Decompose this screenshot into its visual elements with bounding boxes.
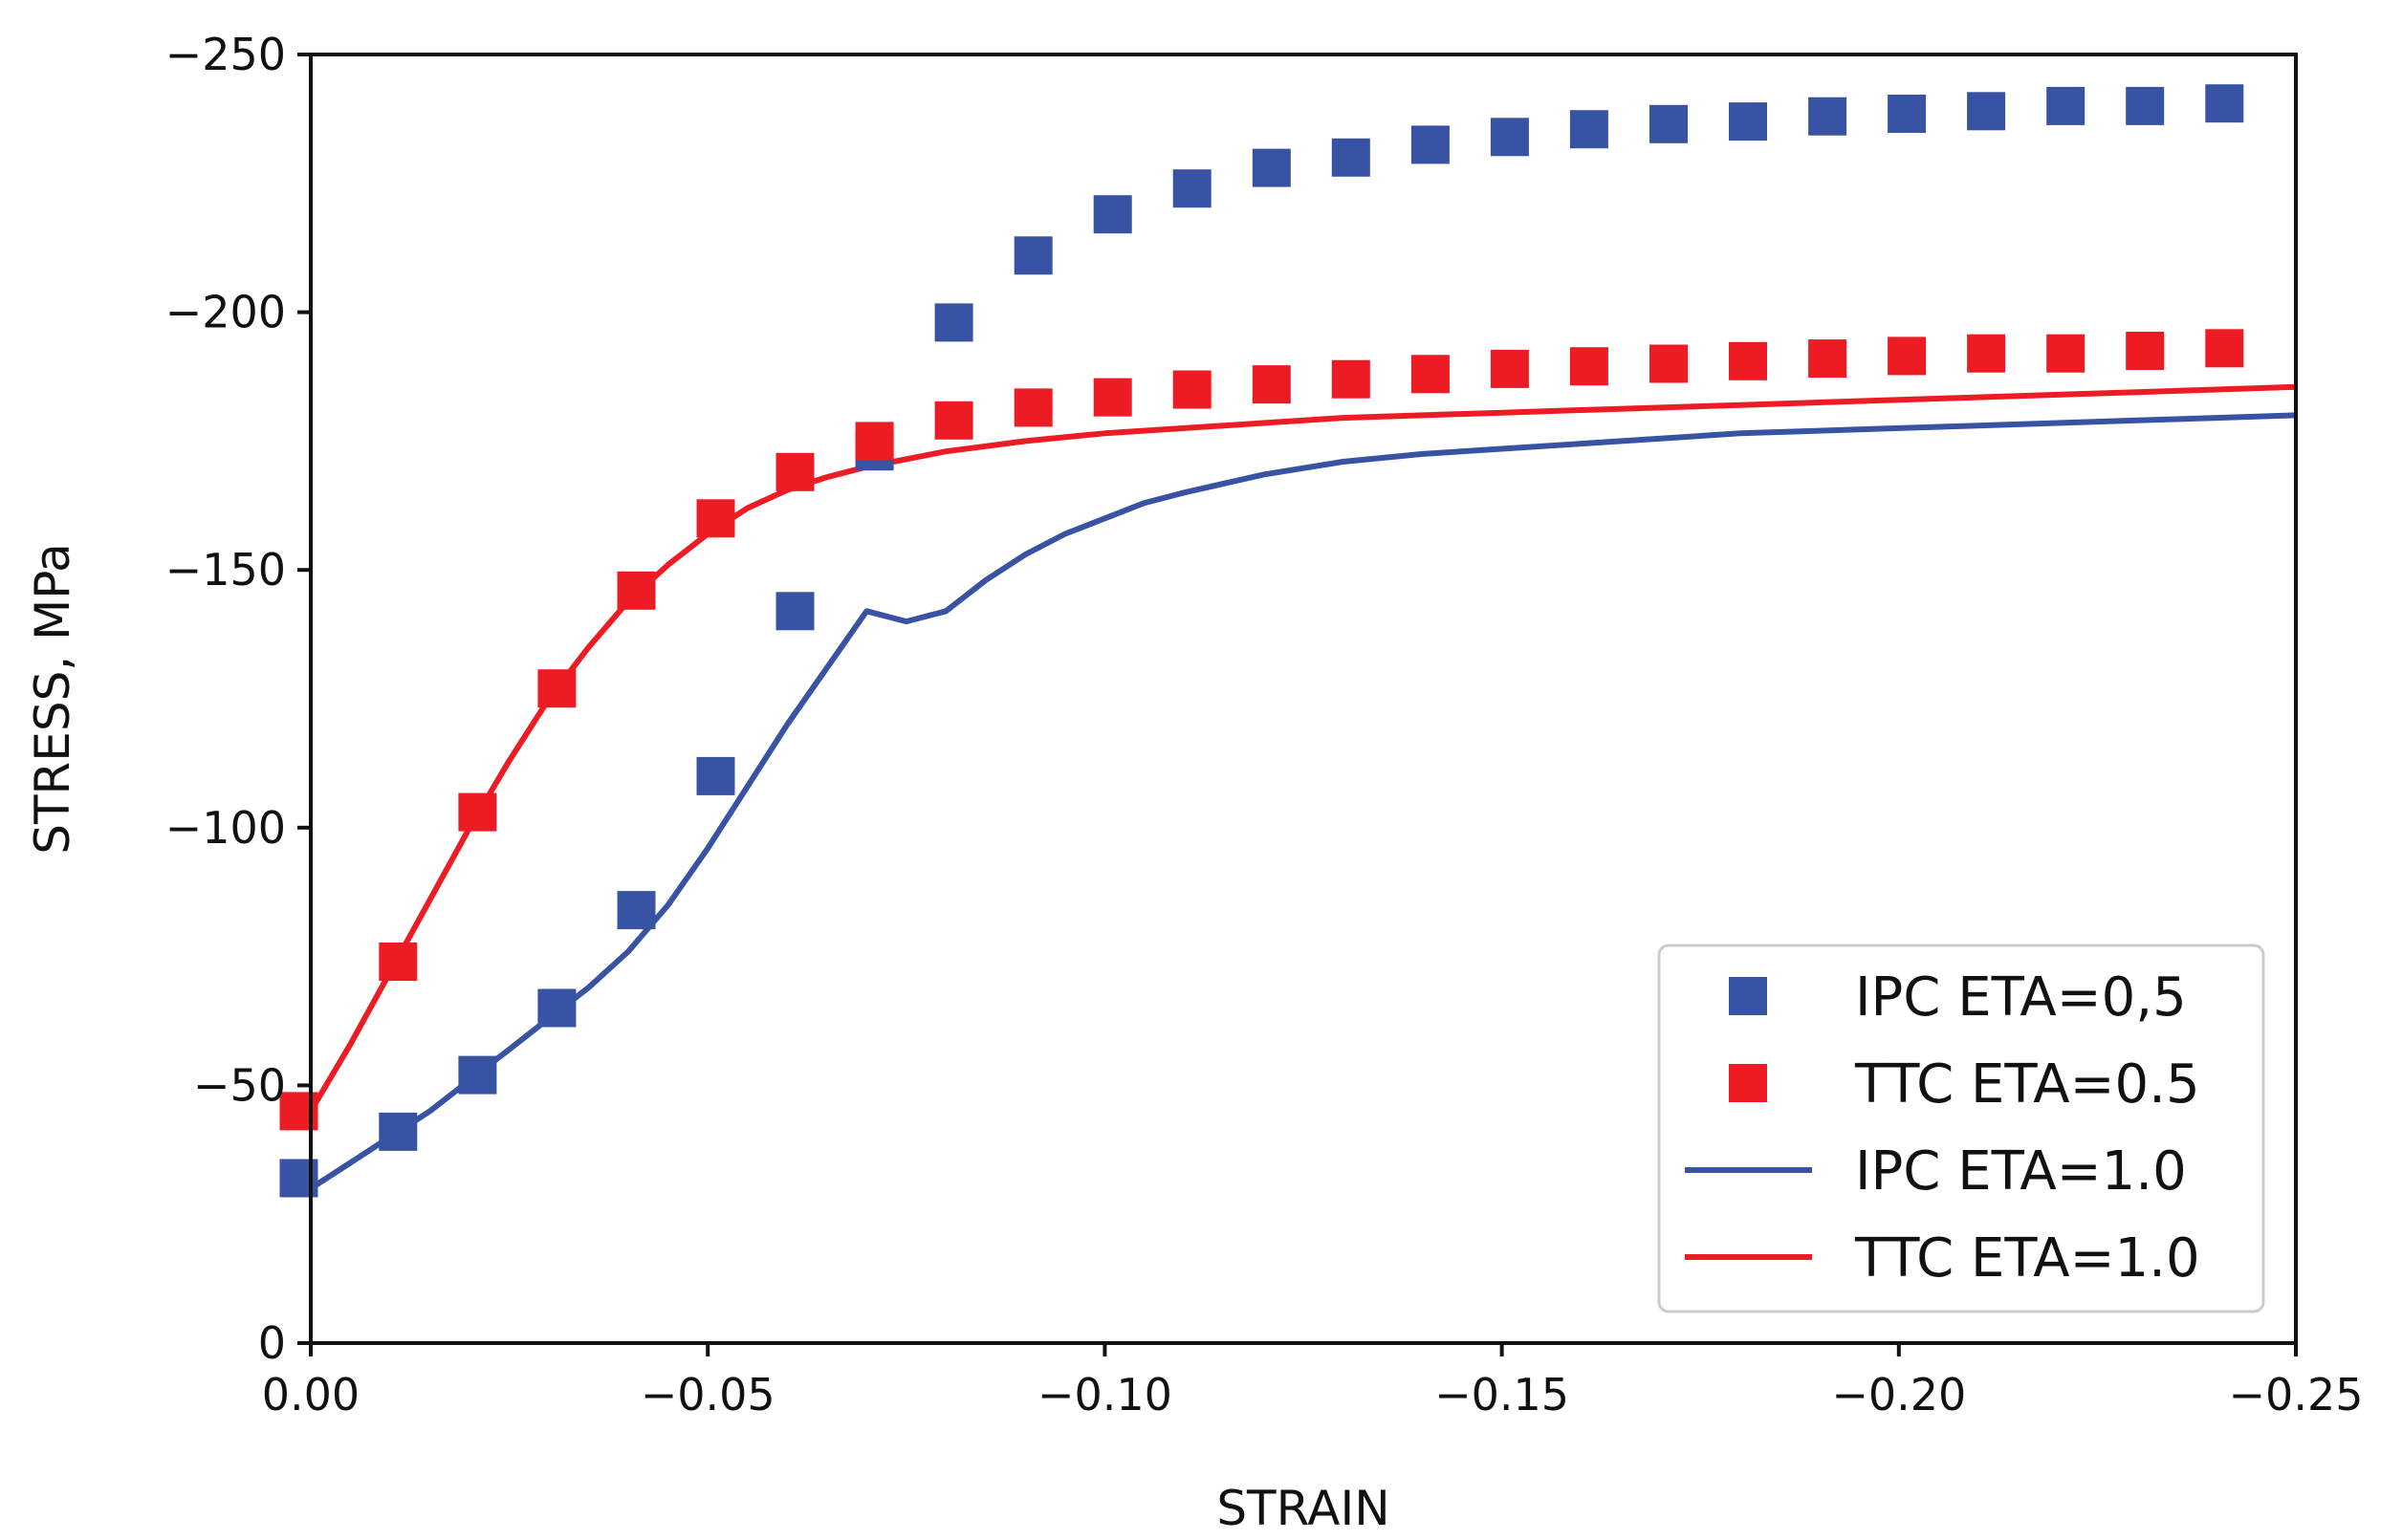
plot-marks — [279, 84, 2296, 1198]
legend-label: IPC ETA=0,5 — [1855, 966, 2187, 1029]
data-point-ttc-eta-0-5 — [1093, 378, 1132, 417]
y-tick-label: −100 — [165, 802, 286, 854]
data-point-ipc-eta-0-5 — [934, 303, 973, 342]
data-point-ttc-eta-0-5 — [458, 792, 497, 832]
legend-swatch — [1729, 977, 1767, 1015]
marker-series-group — [279, 84, 2244, 1198]
y-axis-label: STRESS, MPa — [25, 543, 80, 855]
y-tick-label: 0 — [258, 1317, 286, 1369]
legend-label: IPC ETA=1.0 — [1855, 1140, 2187, 1203]
legend-box — [1657, 944, 2265, 1313]
data-point-ipc-eta-0-5 — [379, 1112, 418, 1151]
series-line-ttc-eta-1-0 — [308, 383, 2296, 1115]
x-axis: 0.00 −0.05 −0.10 −0.15 −0.20 −0.25 — [262, 1343, 2364, 1421]
plot-frame — [309, 53, 2298, 1345]
data-point-ttc-eta-0-5 — [1649, 344, 1688, 383]
y-axis: 0 −50 −100 −150 −200 −250 — [165, 29, 311, 1369]
data-point-ttc-eta-0-5 — [2126, 332, 2165, 370]
data-point-ipc-eta-0-5 — [1172, 169, 1212, 208]
y-tick-label: −150 — [165, 544, 286, 596]
data-point-ipc-eta-0-5 — [2205, 84, 2244, 123]
x-tick-label: −0.05 — [641, 1369, 775, 1421]
data-point-ipc-eta-0-5 — [2046, 86, 2085, 125]
data-point-ipc-eta-0-5 — [1490, 118, 1529, 157]
x-tick-label: 0.00 — [262, 1369, 360, 1421]
data-point-ttc-eta-0-5 — [934, 401, 973, 440]
data-point-ttc-eta-0-5 — [379, 943, 418, 981]
data-point-ttc-eta-0-5 — [1252, 365, 1291, 404]
x-tick-label: −0.25 — [2229, 1369, 2364, 1421]
data-point-ipc-eta-0-5 — [696, 756, 735, 795]
data-point-ipc-eta-0-5 — [1410, 125, 1450, 164]
data-point-ttc-eta-0-5 — [696, 499, 735, 538]
data-point-ttc-eta-0-5 — [537, 669, 577, 708]
legend-entries: IPC ETA=0,5 TTC ETA=0.5 IPC ETA=1.0 TTC ETA… — [1685, 966, 2200, 1290]
legend: IPC ETA=0,5 TTC ETA=0.5 IPC ETA=1.0 TTC ETA… — [1657, 944, 2265, 1313]
data-point-ipc-eta-0-5 — [1808, 97, 1847, 136]
data-point-ttc-eta-0-5 — [1967, 334, 2006, 373]
y-tick-label: −250 — [165, 29, 286, 80]
data-point-ttc-eta-0-5 — [775, 452, 815, 491]
data-point-ipc-eta-0-5 — [1649, 104, 1688, 143]
data-point-ttc-eta-0-5 — [2205, 329, 2244, 368]
data-point-ipc-eta-0-5 — [775, 592, 815, 631]
x-tick-label: −0.15 — [1434, 1369, 1569, 1421]
data-point-ipc-eta-0-5 — [1967, 92, 2006, 131]
y-tick-label: −200 — [165, 287, 286, 338]
data-point-ipc-eta-0-5 — [1569, 110, 1608, 149]
data-point-ipc-eta-0-5 — [1252, 148, 1291, 187]
data-point-ipc-eta-0-5 — [458, 1055, 497, 1095]
y-tick-label: −50 — [193, 1059, 286, 1111]
x-tick-label: −0.10 — [1037, 1369, 1172, 1421]
data-point-ttc-eta-0-5 — [1888, 336, 1927, 376]
data-point-ipc-eta-0-5 — [1729, 102, 1767, 141]
data-point-ttc-eta-0-5 — [1172, 370, 1212, 409]
data-point-ttc-eta-0-5 — [617, 571, 656, 610]
data-point-ipc-eta-0-5 — [617, 891, 656, 930]
legend-label: TTC ETA=0.5 — [1854, 1053, 2200, 1116]
data-point-ttc-eta-0-5 — [855, 422, 894, 461]
data-point-ttc-eta-0-5 — [1014, 388, 1053, 427]
data-point-ttc-eta-0-5 — [1729, 341, 1767, 380]
data-point-ttc-eta-0-5 — [1331, 359, 1370, 399]
data-point-ipc-eta-0-5 — [1888, 95, 1927, 133]
data-point-ttc-eta-0-5 — [1569, 347, 1608, 386]
data-point-ttc-eta-0-5 — [1410, 355, 1450, 394]
data-point-ipc-eta-0-5 — [1331, 138, 1370, 177]
data-point-ipc-eta-0-5 — [1014, 236, 1053, 275]
data-point-ttc-eta-0-5 — [1808, 339, 1847, 379]
x-tick-label: −0.20 — [1831, 1369, 1966, 1421]
data-point-ipc-eta-0-5 — [537, 988, 577, 1028]
legend-swatch — [1729, 1064, 1767, 1102]
data-point-ipc-eta-0-5 — [2126, 86, 2165, 125]
data-point-ttc-eta-0-5 — [1490, 349, 1529, 388]
data-point-ipc-eta-0-5 — [1093, 195, 1132, 234]
x-axis-label: STRAIN — [1216, 1481, 1389, 1535]
legend-label: TTC ETA=1.0 — [1854, 1227, 2200, 1290]
data-point-ttc-eta-0-5 — [2046, 334, 2085, 373]
